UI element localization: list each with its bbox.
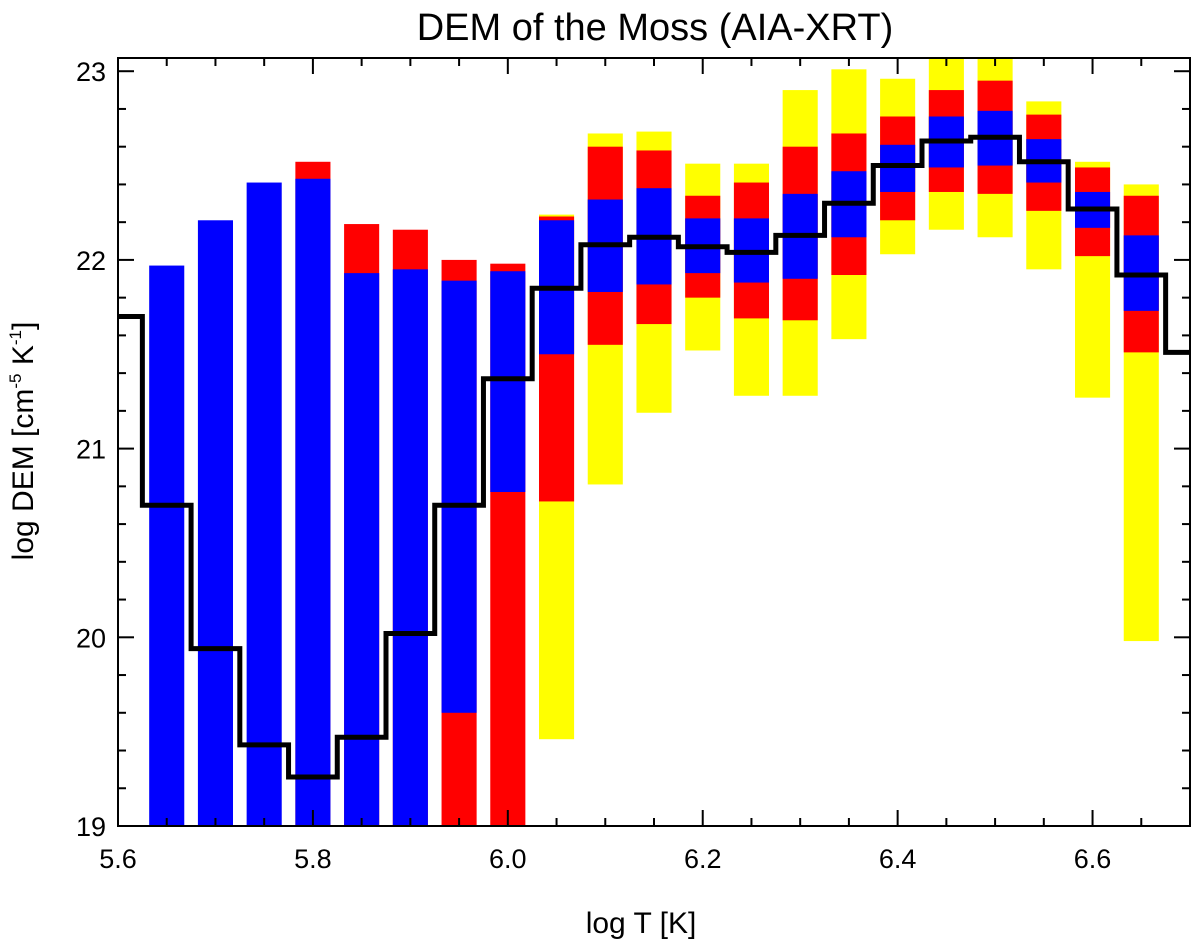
- ticks-layer: 5.6 5.8 6.0 6.2 6.4 6.6 19 20 21 22 23: [76, 57, 1191, 874]
- y-tick-label-0: 19: [76, 812, 106, 842]
- x-tick-label-2: 6.0: [489, 844, 527, 874]
- bar-blue-2: [246, 182, 282, 827]
- y-tick-label-2: 21: [76, 435, 106, 465]
- y-axis-label-sup1: -5: [6, 374, 25, 389]
- bars-layer: [149, 58, 1159, 827]
- bar-blue-4: [344, 273, 380, 826]
- x-tick-label-0: 5.6: [99, 844, 137, 874]
- bar-blue-0: [149, 265, 185, 826]
- x-tick-label-4: 6.4: [879, 844, 917, 874]
- bar-blue-5: [392, 269, 428, 826]
- y-axis-label-suffix: ]: [7, 322, 40, 330]
- x-tick-label-1: 5.8: [294, 844, 332, 874]
- bar-blue-15: [880, 144, 916, 192]
- x-tick-label-5: 6.6: [1074, 844, 1112, 874]
- y-tick-label-3: 22: [76, 246, 106, 276]
- bar-blue-6: [441, 280, 477, 713]
- y-axis-label-prefix: log DEM [cm: [7, 389, 40, 561]
- x-tick-label-3: 6.2: [684, 844, 722, 874]
- y-axis-label-middle: K: [7, 345, 40, 373]
- y-axis-label: log DEM [cm-5 K-1]: [6, 322, 40, 561]
- x-axis-label: log T [K]: [586, 907, 697, 940]
- chart-title: DEM of the Moss (AIA-XRT): [417, 7, 894, 49]
- y-tick-label-1: 20: [76, 623, 106, 653]
- dem-step-line: [118, 134, 1190, 780]
- bar-blue-3: [295, 178, 331, 826]
- y-tick-label-4: 23: [76, 57, 106, 87]
- bar-blue-7: [490, 271, 526, 493]
- y-axis-label-sup2: -1: [6, 330, 25, 345]
- bar-blue-1: [197, 220, 233, 827]
